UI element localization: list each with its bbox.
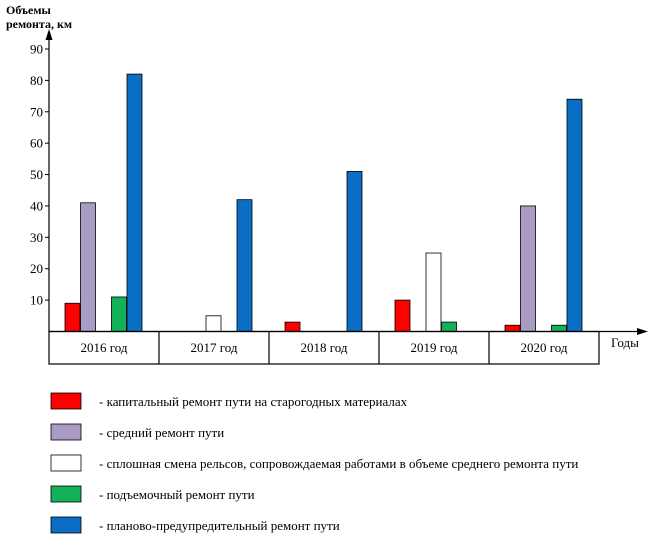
bar-2-3 [205, 315, 222, 332]
bar-4-4 [441, 321, 457, 332]
legend: - капитальный ремонт пути на старогодных… [50, 392, 578, 534]
bar-1-5 [126, 73, 143, 332]
bar-3-1 [284, 321, 301, 332]
legend-label-3: - сплошная смена рельсов, сопровождаемая… [99, 456, 578, 471]
legend-label-5: - планово-предупредительный ремонт пути [99, 518, 340, 533]
category-label: 2018 год [301, 340, 348, 355]
legend-swatch-2 [50, 423, 82, 441]
y-axis-arrow-icon [45, 29, 53, 40]
legend-swatch-3 [50, 454, 82, 472]
x-axis-title: Годы [611, 335, 639, 350]
bar-5-5 [566, 98, 583, 332]
x-axis-arrow-icon [637, 328, 648, 335]
bar-5-4 [551, 324, 567, 332]
legend-label-4: - подъемочный ремонт пути [99, 487, 255, 502]
y-ticks-group: 10 20 30 40 50 60 70 80 90 [30, 42, 49, 308]
bar-5-2 [520, 205, 536, 332]
bar-1-1 [64, 302, 81, 332]
category-label: 2019 год [411, 340, 458, 355]
y-tick-label: 70 [30, 104, 43, 119]
y-tick-label: 90 [30, 42, 43, 57]
bar-3-5 [346, 171, 363, 332]
bar-1-4 [111, 296, 127, 332]
legend-swatch-5 [50, 516, 82, 534]
y-tick-label: 80 [30, 73, 43, 88]
category-table: 2016 год 2017 год 2018 год 2019 год 2020 год [48, 330, 600, 365]
legend-label-1: - капитальный ремонт пути на старогодных… [99, 394, 408, 409]
legend-swatch-1 [50, 392, 82, 410]
legend-label-2: - средний ремонт пути [99, 425, 224, 440]
y-axis-title-line-1: Объемы [6, 3, 52, 17]
legend-swatch-4 [50, 485, 82, 503]
category-label: 2016 год [81, 340, 128, 355]
category-table-frame [48, 330, 600, 365]
bar-2-5 [236, 199, 253, 332]
y-tick-label: 60 [30, 136, 43, 151]
bar-1-2 [80, 202, 96, 332]
y-tick-label: 40 [30, 198, 43, 213]
bar-4-3 [425, 252, 442, 332]
y-tick-label: 50 [30, 167, 43, 182]
category-label: 2017 год [191, 340, 238, 355]
y-tick-label: 10 [30, 293, 43, 308]
bars-group [64, 73, 583, 332]
y-axis-title-line-2: ремонта, км [6, 17, 72, 31]
category-label: 2020 год [521, 340, 568, 355]
y-tick-label: 30 [30, 230, 43, 245]
y-tick-label: 20 [30, 261, 43, 276]
bar-5-1 [504, 324, 521, 332]
bar-4-1 [394, 299, 411, 332]
